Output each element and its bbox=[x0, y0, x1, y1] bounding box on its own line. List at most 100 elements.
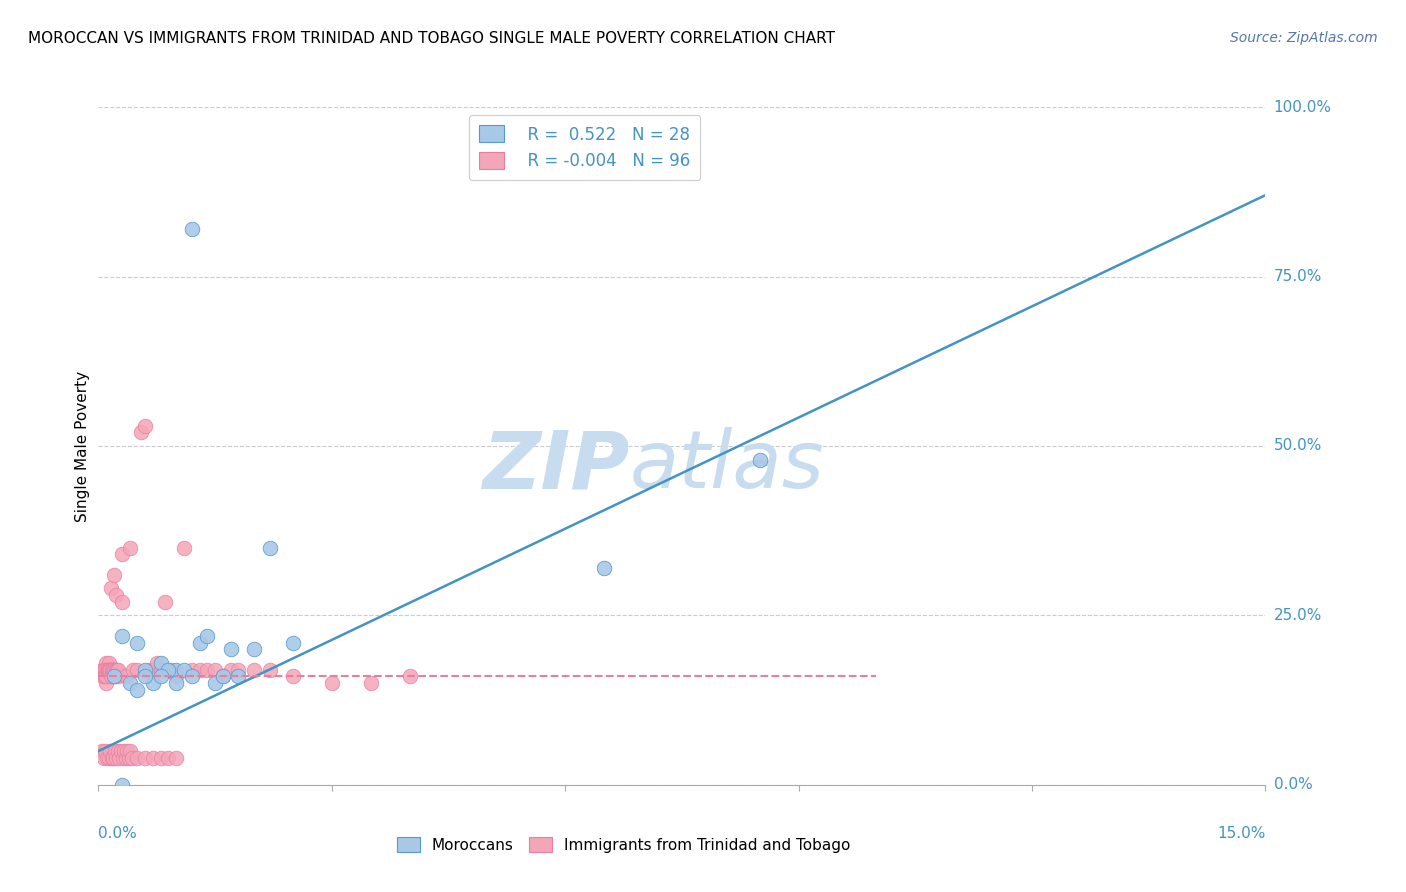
Point bbox=[398, 669, 420, 683]
Point bbox=[100, 663, 122, 677]
Point bbox=[96, 656, 118, 670]
Point bbox=[118, 541, 141, 555]
Point bbox=[105, 751, 128, 765]
Point bbox=[103, 663, 125, 677]
Point bbox=[129, 425, 152, 440]
Point bbox=[165, 751, 187, 765]
Point bbox=[103, 663, 125, 677]
Text: 100.0%: 100.0% bbox=[1274, 100, 1331, 114]
Point bbox=[134, 751, 156, 765]
Point bbox=[121, 751, 143, 765]
Point bbox=[96, 663, 118, 677]
Point bbox=[104, 669, 127, 683]
Point bbox=[243, 642, 266, 657]
Point bbox=[204, 676, 226, 690]
Point bbox=[101, 669, 124, 683]
Point bbox=[142, 751, 165, 765]
Point bbox=[94, 669, 117, 683]
Point bbox=[321, 676, 343, 690]
Point bbox=[91, 663, 114, 677]
Point bbox=[111, 629, 134, 643]
Y-axis label: Single Male Poverty: Single Male Poverty bbox=[75, 370, 90, 522]
Point bbox=[127, 635, 149, 649]
Point bbox=[120, 744, 142, 758]
Point bbox=[93, 663, 115, 677]
Point bbox=[127, 751, 149, 765]
Point bbox=[204, 663, 226, 677]
Point bbox=[748, 452, 770, 467]
Point bbox=[94, 744, 117, 758]
Point bbox=[118, 751, 141, 765]
Point bbox=[91, 669, 114, 683]
Point bbox=[115, 744, 138, 758]
Point bbox=[180, 222, 202, 236]
Point bbox=[93, 669, 115, 683]
Point bbox=[134, 418, 156, 433]
Point bbox=[97, 669, 120, 683]
Point bbox=[100, 669, 122, 683]
Text: 0.0%: 0.0% bbox=[1274, 778, 1312, 792]
Text: MOROCCAN VS IMMIGRANTS FROM TRINIDAD AND TOBAGO SINGLE MALE POVERTY CORRELATION : MOROCCAN VS IMMIGRANTS FROM TRINIDAD AND… bbox=[28, 31, 835, 46]
Point bbox=[149, 669, 172, 683]
Text: 0.0%: 0.0% bbox=[98, 826, 138, 840]
Point bbox=[105, 663, 128, 677]
Point bbox=[360, 676, 382, 690]
Point bbox=[157, 663, 180, 677]
Point bbox=[90, 663, 112, 677]
Point bbox=[281, 669, 304, 683]
Point bbox=[103, 663, 125, 677]
Point bbox=[149, 656, 172, 670]
Point bbox=[100, 751, 122, 765]
Point bbox=[212, 669, 235, 683]
Point bbox=[228, 669, 250, 683]
Point bbox=[165, 669, 187, 683]
Point bbox=[96, 669, 118, 683]
Point bbox=[134, 669, 156, 683]
Text: 15.0%: 15.0% bbox=[1218, 826, 1265, 840]
Point bbox=[103, 567, 125, 582]
Point bbox=[114, 751, 136, 765]
Point bbox=[195, 629, 218, 643]
Point bbox=[93, 751, 115, 765]
Point bbox=[149, 751, 172, 765]
Text: Source: ZipAtlas.com: Source: ZipAtlas.com bbox=[1230, 31, 1378, 45]
Text: 50.0%: 50.0% bbox=[1274, 439, 1322, 453]
Point bbox=[98, 744, 121, 758]
Point bbox=[162, 663, 184, 677]
Point bbox=[98, 663, 121, 677]
Point bbox=[219, 642, 242, 657]
Point bbox=[110, 744, 132, 758]
Point bbox=[103, 751, 125, 765]
Point bbox=[593, 561, 616, 575]
Point bbox=[243, 663, 266, 677]
Point bbox=[219, 663, 242, 677]
Point bbox=[94, 663, 117, 677]
Point bbox=[104, 744, 127, 758]
Point bbox=[142, 676, 165, 690]
Point bbox=[281, 635, 304, 649]
Point bbox=[103, 663, 125, 677]
Point bbox=[98, 663, 121, 677]
Text: atlas: atlas bbox=[630, 427, 824, 506]
Point bbox=[149, 663, 172, 677]
Point bbox=[188, 635, 211, 649]
Point bbox=[228, 663, 250, 677]
Point bbox=[157, 663, 180, 677]
Point bbox=[188, 663, 211, 677]
Point bbox=[100, 582, 122, 596]
Point bbox=[112, 744, 135, 758]
Point bbox=[104, 663, 127, 677]
Text: ZIP: ZIP bbox=[482, 427, 630, 506]
Point bbox=[142, 663, 165, 677]
Point bbox=[127, 683, 149, 698]
Point bbox=[101, 663, 124, 677]
Point bbox=[107, 744, 129, 758]
Point bbox=[212, 669, 235, 683]
Point bbox=[103, 669, 125, 683]
Point bbox=[153, 595, 176, 609]
Point bbox=[105, 669, 128, 683]
Point bbox=[180, 663, 202, 677]
Text: 75.0%: 75.0% bbox=[1274, 269, 1322, 284]
Point bbox=[134, 663, 156, 677]
Point bbox=[96, 751, 118, 765]
